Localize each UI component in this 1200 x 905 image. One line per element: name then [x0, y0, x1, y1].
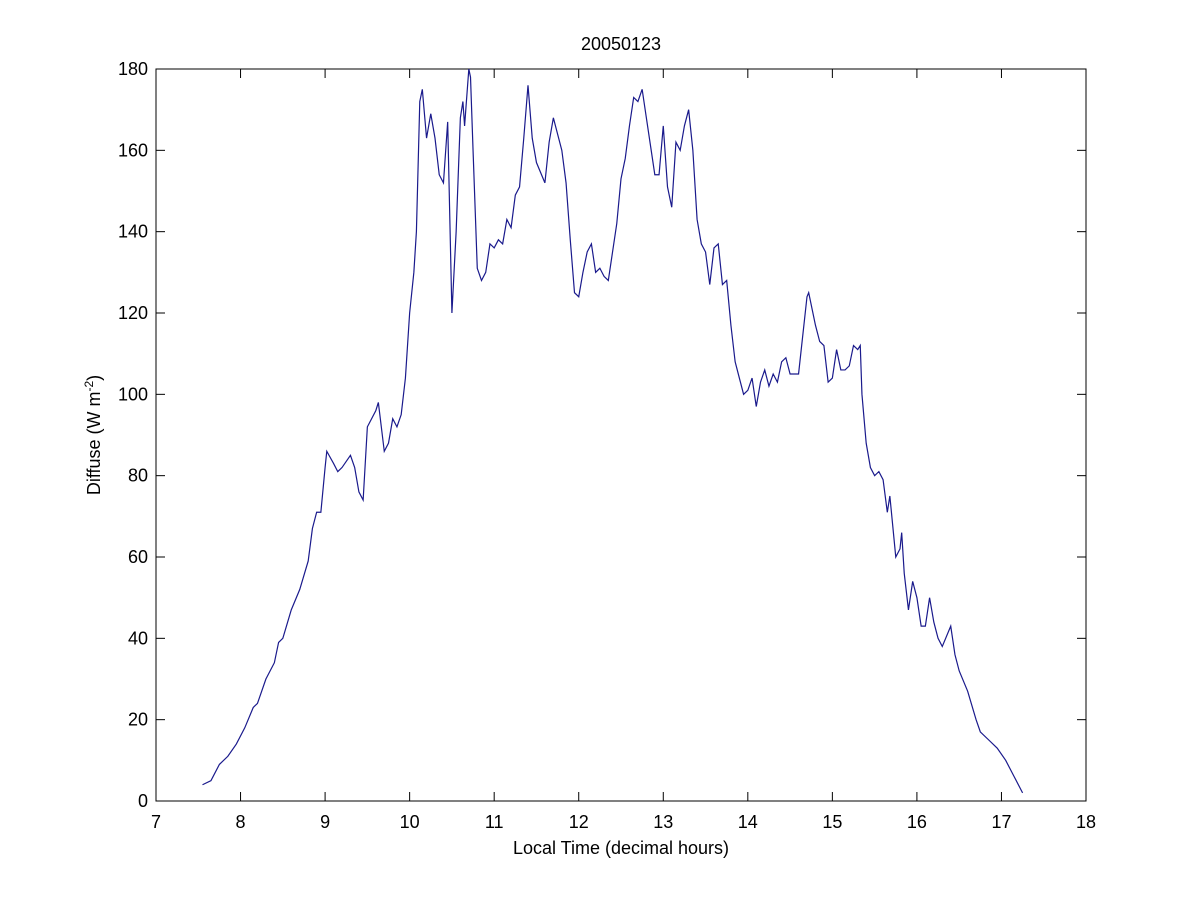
plot-frame: [155, 68, 1087, 802]
data-line: [202, 68, 1024, 794]
x-tick-label: 13: [653, 812, 673, 832]
x-tick-label: 14: [738, 812, 758, 832]
x-tick-label: 12: [569, 812, 589, 832]
x-tick-label: 8: [236, 812, 246, 832]
y-tick-label: 40: [128, 628, 148, 648]
x-tick-label: 7: [151, 812, 161, 832]
x-tick-label: 18: [1076, 812, 1096, 832]
y-tick-label: 140: [118, 222, 148, 242]
x-tick-label: 10: [400, 812, 420, 832]
y-tick-label: 0: [138, 791, 148, 811]
x-tick-label: 11: [485, 812, 504, 832]
y-tick-label: 120: [118, 303, 148, 323]
y-tick-label: 180: [118, 59, 148, 79]
y-label-superscript: -2: [82, 380, 96, 391]
x-tick-label: 15: [822, 812, 842, 832]
x-axis-label: Local Time (decimal hours): [513, 838, 729, 858]
y-axis-label: Diffuse (W m-2): [82, 375, 104, 495]
y-tick-label: 60: [128, 547, 148, 567]
x-tick-label: 9: [320, 812, 330, 832]
chart-title: 20050123: [581, 34, 661, 54]
y-tick-label: 160: [118, 140, 148, 160]
y-tick-label: 100: [118, 384, 148, 404]
y-tick-label: 80: [128, 466, 148, 486]
y-tick-label: 20: [128, 710, 148, 730]
y-label-text: Diffuse (W m: [84, 391, 104, 495]
x-tick-label: 16: [907, 812, 927, 832]
x-tick-label: 17: [991, 812, 1011, 832]
y-label-suffix: ): [84, 375, 104, 381]
